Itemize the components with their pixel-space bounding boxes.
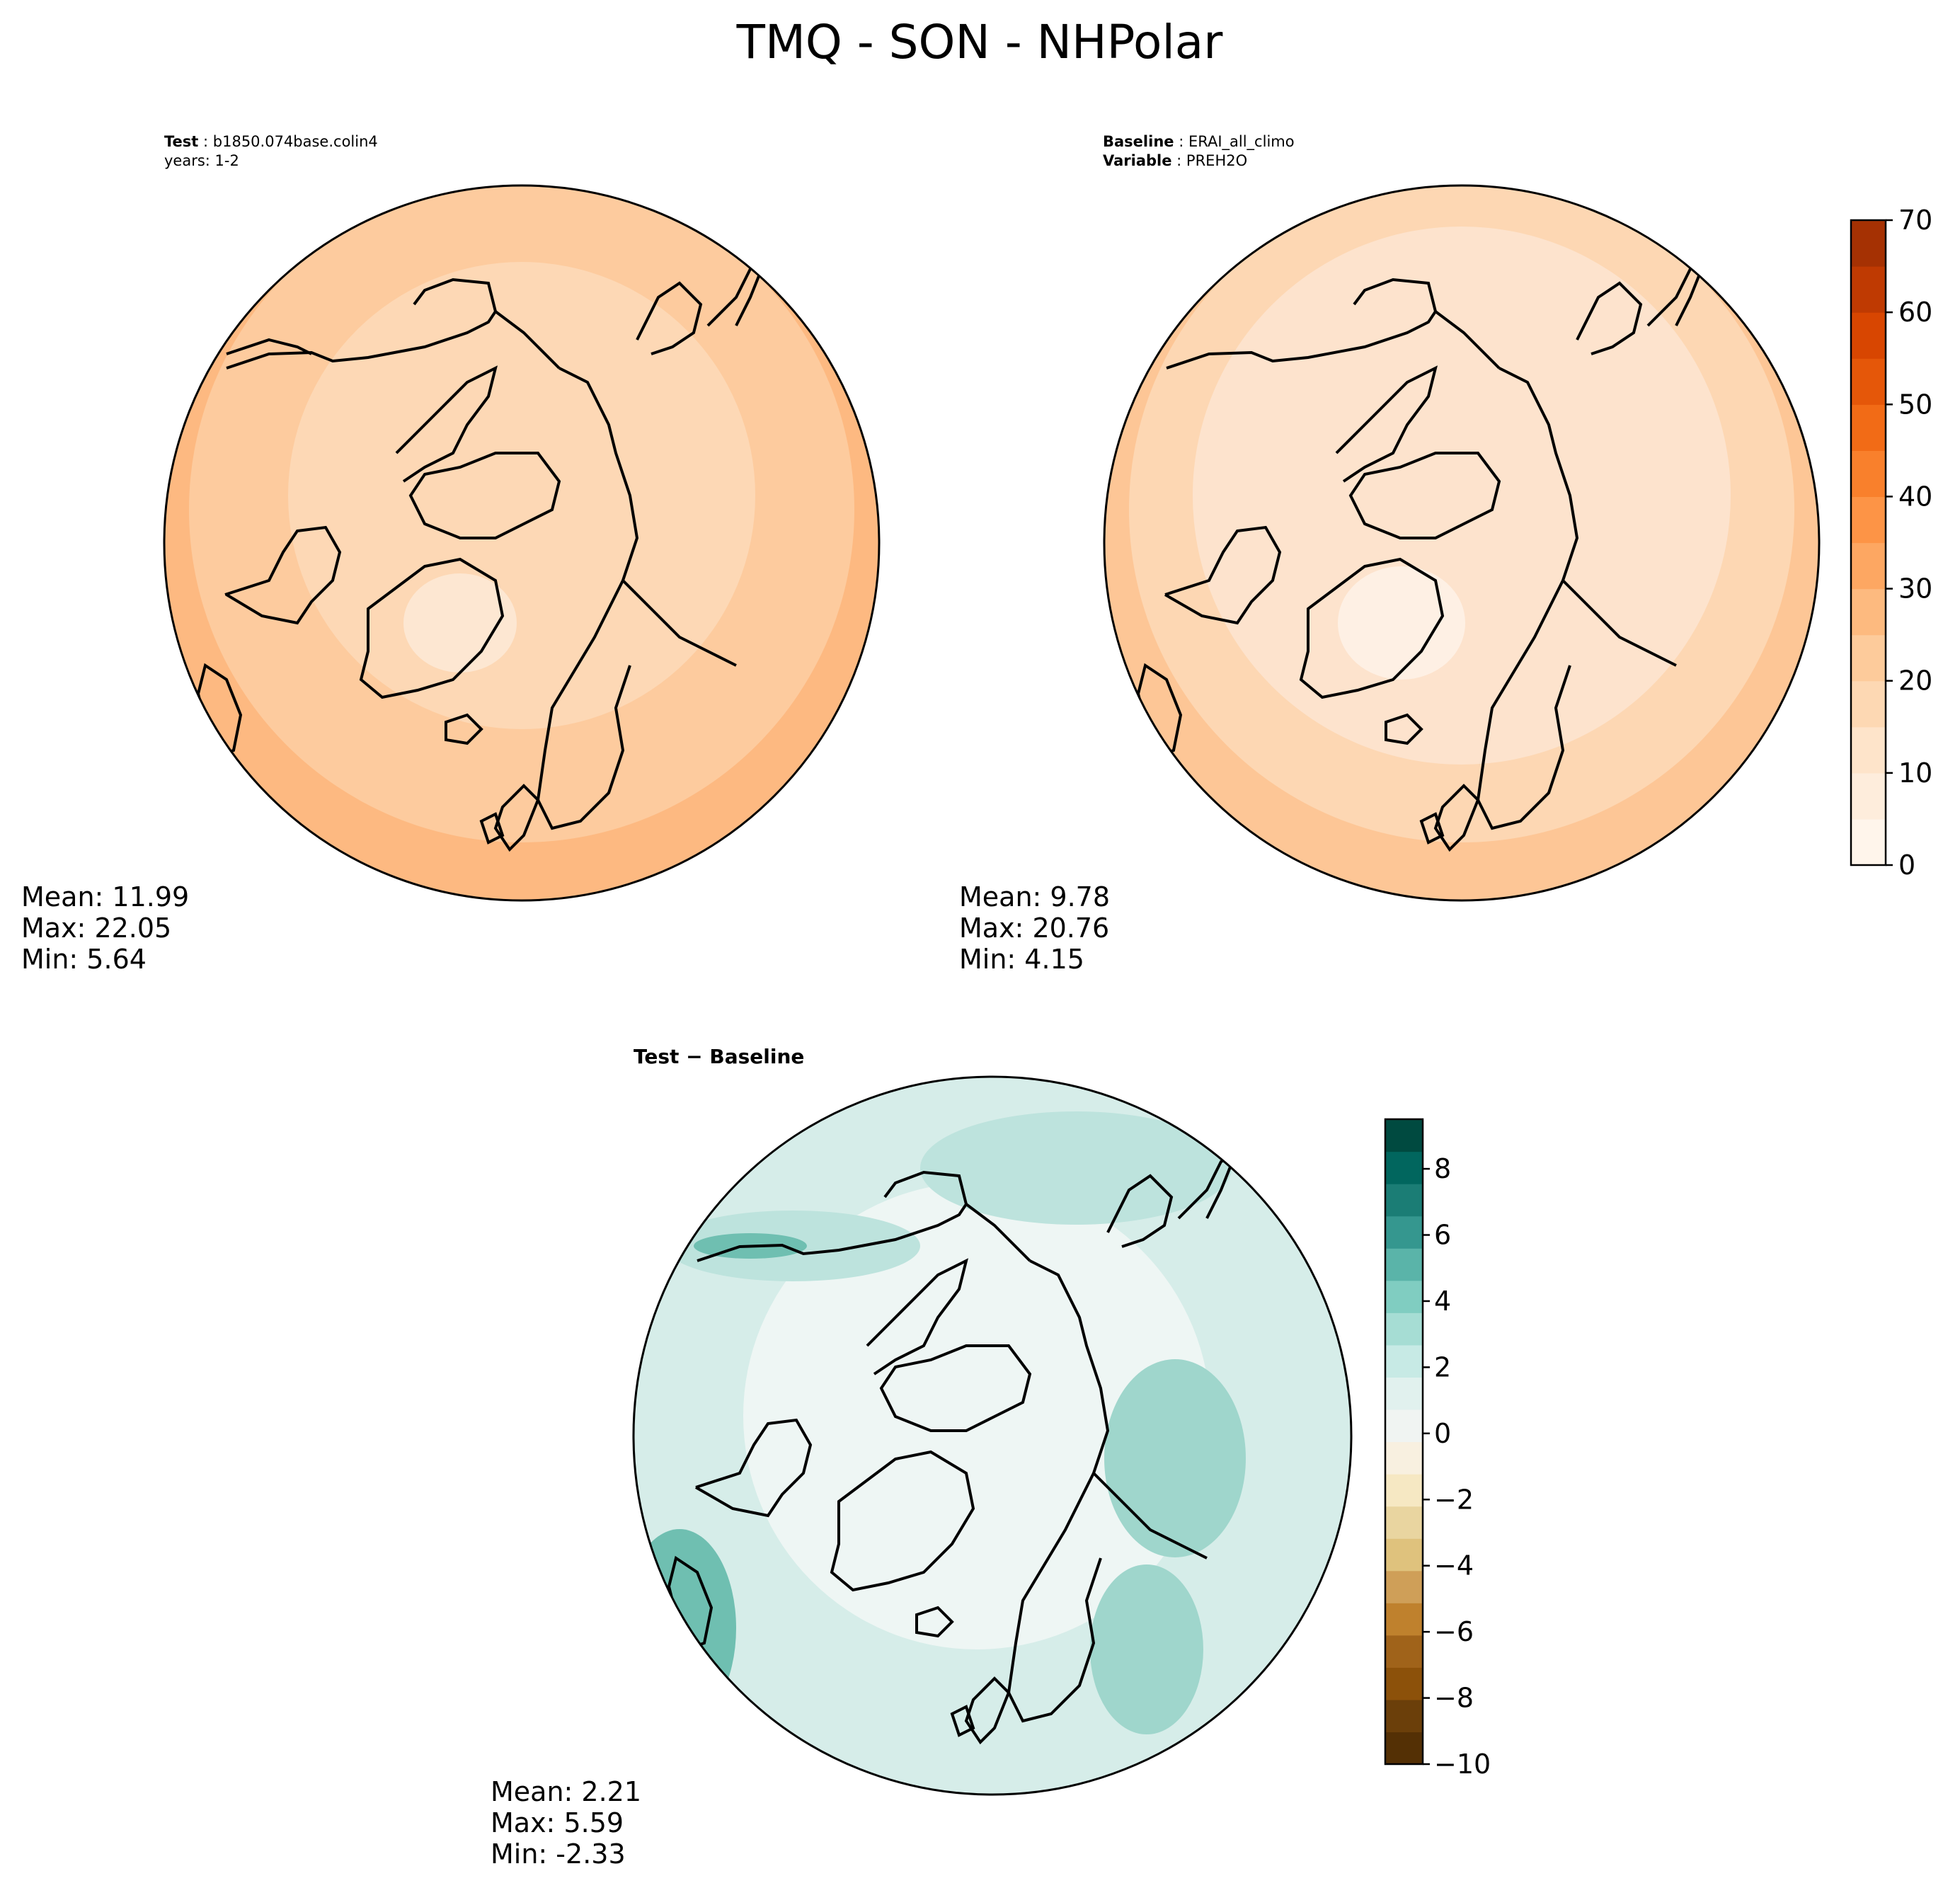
- colorbar-diff-tick-label: 6: [1434, 1220, 1451, 1251]
- baseline-stat-min: Min: 4.15: [959, 944, 1084, 975]
- colorbar-diff-band: [1385, 1474, 1423, 1507]
- colorbar-diff-tick-label: −8: [1434, 1683, 1474, 1714]
- colorbar-diff-band: [1385, 1635, 1423, 1668]
- colorbar-main-band: [1851, 266, 1886, 313]
- diff-label: Test − Baseline: [634, 1045, 804, 1068]
- colorbar-diff-band: [1385, 1184, 1423, 1217]
- colorbar-main-band: [1851, 726, 1886, 774]
- colorbar-diff-tick-label: −4: [1434, 1550, 1474, 1581]
- colorbar-diff-band: [1385, 1151, 1423, 1184]
- colorbar-main-band: [1851, 312, 1886, 359]
- diff-stat-mean: Mean: 2.21: [491, 1776, 641, 1807]
- test-stat-max: Max: 22.05: [21, 912, 171, 944]
- colorbar-diff-band: [1385, 1312, 1423, 1346]
- colorbar-diff-tick-label: −6: [1434, 1616, 1474, 1647]
- colorbar-diff-tick-label: 0: [1434, 1418, 1451, 1449]
- colorbar-diff-tick-label: −2: [1434, 1484, 1474, 1515]
- baseline-variable-value: PREH2O: [1186, 152, 1247, 169]
- test-map-frame: [163, 184, 881, 902]
- colorbar-diff-band: [1385, 1409, 1423, 1443]
- colorbar-main-tick-label: 0: [1898, 849, 1915, 881]
- colorbar-diff-band: [1385, 1732, 1423, 1765]
- colorbar-diff-band: [1385, 1215, 1423, 1249]
- baseline-variable: Variable : PREH2O: [1103, 152, 1247, 169]
- diff-stat-max: Max: 5.59: [491, 1807, 624, 1838]
- colorbar-main-band: [1851, 358, 1886, 405]
- colorbar-diff-band: [1385, 1603, 1423, 1636]
- diff-stat-min: Min: -2.33: [491, 1838, 626, 1870]
- colorbar-diff-tick-label: 4: [1434, 1286, 1451, 1317]
- colorbar-diff-band: [1385, 1667, 1423, 1700]
- colorbar-diff-frame: [1384, 1118, 1424, 1766]
- colorbar-diff-band: [1385, 1377, 1423, 1410]
- colorbar-diff-band: [1385, 1441, 1423, 1475]
- colorbar-main-tick-label: 70: [1898, 205, 1932, 236]
- colorbar-main-bands: [1851, 220, 1886, 866]
- colorbar-main-band: [1851, 818, 1886, 866]
- baseline-label-value: ERAI_all_climo: [1188, 133, 1295, 151]
- colorbar-main-frame: [1850, 219, 1887, 866]
- colorbar-main-tick-label: 20: [1898, 665, 1932, 697]
- baseline-map-frame: [1103, 184, 1821, 902]
- colorbar-diff-band: [1385, 1570, 1423, 1603]
- test-coastlines: [196, 258, 844, 852]
- colorbar-main-band: [1851, 542, 1886, 590]
- colorbar-diff-band: [1385, 1506, 1423, 1539]
- baseline-label-key: Baseline: [1103, 133, 1174, 150]
- diff-panel: Test − Baseline: [491, 1045, 1353, 1870]
- colorbar-main-band: [1851, 404, 1886, 451]
- colorbar-main-tick-label: 40: [1898, 481, 1932, 512]
- colorbar-main-band: [1851, 220, 1886, 267]
- diff-map-frame: [632, 1075, 1353, 1796]
- test-stat-mean: Mean: 11.99: [21, 881, 189, 912]
- test-label: Test : b1850.074base.colin4: [164, 133, 378, 150]
- colorbar-diff-band: [1385, 1538, 1423, 1572]
- test-years: years: 1-2: [164, 152, 239, 169]
- baseline-variable-key: Variable: [1103, 152, 1171, 169]
- baseline-map-fill: [1104, 185, 1819, 900]
- test-label-key: Test: [164, 133, 198, 150]
- test-map-fill: [164, 185, 879, 900]
- colorbar-main-band: [1851, 496, 1886, 544]
- colorbar-main: 0 10 20 30 40 50 60 70: [1850, 205, 1932, 881]
- colorbar-main-tick-label: 30: [1898, 573, 1932, 605]
- colorbar-main-band: [1851, 634, 1886, 682]
- colorbar-main-band: [1851, 680, 1886, 728]
- colorbar-diff-tick-label: 8: [1434, 1153, 1451, 1184]
- colorbar-main-band: [1851, 450, 1886, 498]
- colorbar-diff-bands: [1385, 1119, 1423, 1765]
- test-stat-min: Min: 5.64: [21, 944, 147, 975]
- diff-coastlines: [667, 1151, 1315, 1745]
- colorbar-main-tick-label: 10: [1898, 757, 1932, 789]
- colorbar-main-tick-label: 50: [1898, 389, 1932, 420]
- colorbar-diff-ticks: 8 6 4 2 0 −2 −4 −6 −8 −10: [1423, 1153, 1491, 1780]
- baseline-label: Baseline : ERAI_all_climo: [1103, 133, 1295, 151]
- colorbar-diff-band: [1385, 1248, 1423, 1281]
- colorbar-diff-band: [1385, 1699, 1423, 1733]
- baseline-panel: Baseline : ERAI_all_climo Variable : PRE…: [959, 133, 1821, 975]
- colorbar-diff: 8 6 4 2 0 −2 −4 −6 −8 −10: [1384, 1118, 1491, 1780]
- colorbar-diff-band: [1385, 1280, 1423, 1313]
- colorbar-diff-tick-label: −10: [1434, 1749, 1491, 1780]
- colorbar-main-band: [1851, 772, 1886, 820]
- test-panel: Test : b1850.074base.colin4 years: 1-2: [21, 133, 881, 975]
- colorbar-main-band: [1851, 588, 1886, 636]
- test-label-value: b1850.074base.colin4: [213, 133, 378, 150]
- baseline-stat-max: Max: 20.76: [959, 912, 1109, 944]
- colorbar-main-tick-label: 60: [1898, 297, 1932, 328]
- colorbar-diff-band: [1385, 1119, 1423, 1152]
- figure-title: TMQ - SON - NHPolar: [736, 15, 1224, 69]
- colorbar-main-ticks: 0 10 20 30 40 50 60 70: [1886, 205, 1932, 881]
- colorbar-diff-band: [1385, 1344, 1423, 1378]
- baseline-stat-mean: Mean: 9.78: [959, 881, 1110, 912]
- colorbar-diff-tick-label: 2: [1434, 1351, 1451, 1383]
